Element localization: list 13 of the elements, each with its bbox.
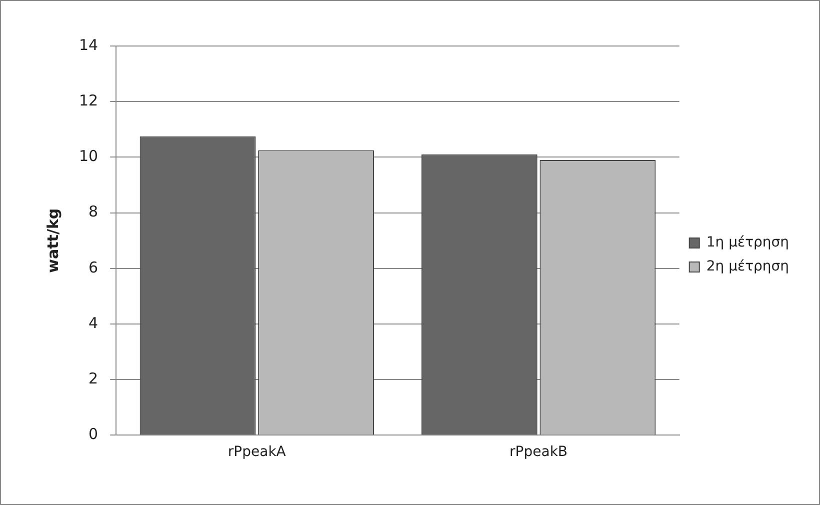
y-tick-label: 10 — [78, 147, 98, 166]
x-tick-label: rPpeakA — [228, 444, 286, 460]
y-tick-label: 8 — [88, 202, 98, 221]
y-tick-label: 2 — [88, 369, 98, 388]
y-tick-label: 14 — [78, 36, 98, 54]
x-tick-label: rPpeakB — [510, 444, 568, 460]
legend-label: 1η μέτρηση — [706, 234, 789, 251]
y-tick-label: 6 — [88, 258, 98, 276]
y-axis-title: watt/kg — [44, 208, 62, 273]
y-tick-label: 0 — [88, 425, 98, 444]
y-tick-label: 12 — [78, 91, 98, 110]
y-tick-label: 4 — [88, 314, 98, 332]
legend-label: 2η μέτρηση — [706, 258, 789, 275]
